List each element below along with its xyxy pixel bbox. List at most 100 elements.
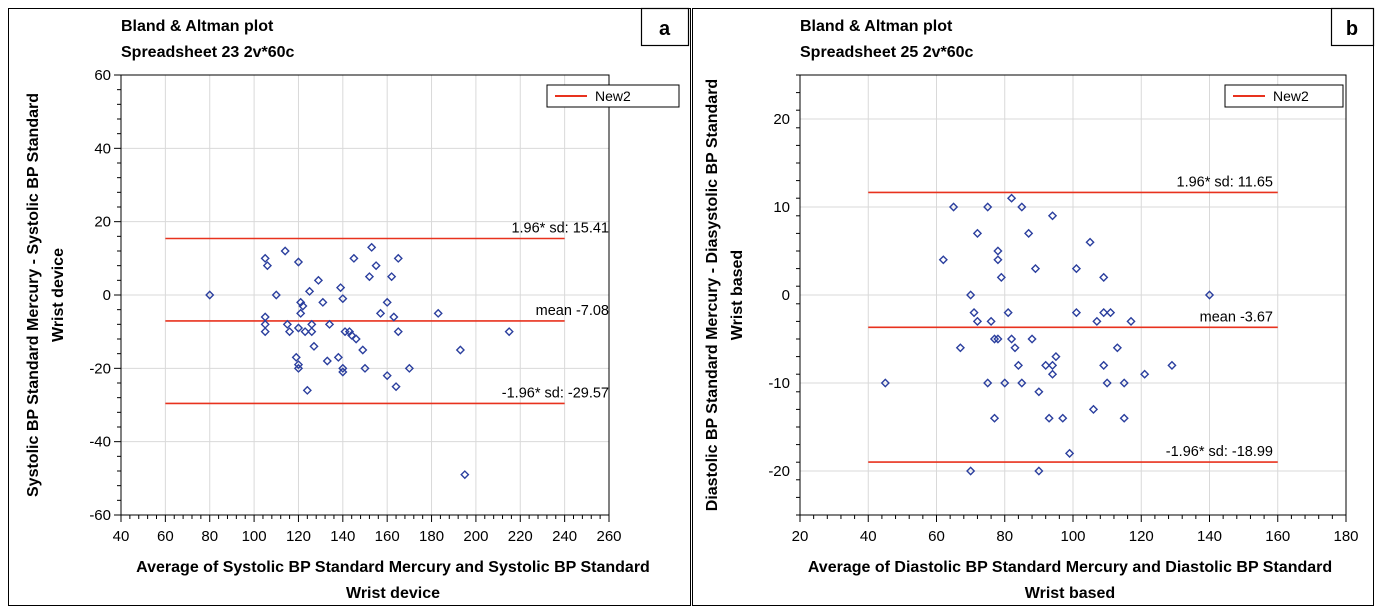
data-point — [338, 363, 348, 373]
data-point — [880, 378, 890, 388]
reference-line-label: mean -3.67 — [1200, 309, 1273, 325]
y-tick-label: 40 — [94, 140, 111, 157]
data-point — [307, 327, 317, 337]
data-point — [293, 257, 304, 267]
data-point — [324, 319, 335, 329]
data-point — [1003, 308, 1013, 318]
data-point — [382, 371, 392, 381]
x-tick-label: 140 — [330, 528, 355, 545]
y-tick-label: 20 — [94, 214, 111, 231]
reference-line-label: -1.96* sd: -18.99 — [1166, 444, 1273, 460]
data-point — [433, 308, 443, 318]
data-point — [1047, 360, 1058, 370]
x-tick-label: 60 — [157, 528, 174, 545]
data-point — [1140, 369, 1150, 379]
data-point — [1000, 378, 1010, 388]
data-point — [966, 290, 976, 300]
panel-letter: a — [659, 18, 671, 40]
data-point — [296, 308, 306, 318]
data-point — [1119, 413, 1129, 423]
y-tick-label: -10 — [768, 375, 790, 392]
data-point — [986, 316, 996, 326]
x-tick-label: 120 — [286, 528, 311, 545]
data-point — [1006, 334, 1017, 344]
data-point — [298, 301, 308, 311]
data-point — [1027, 334, 1037, 344]
data-point — [382, 297, 392, 307]
x-tick-label: 80 — [996, 528, 1013, 545]
data-point — [360, 363, 370, 373]
data-point — [309, 341, 319, 351]
x-axis-title-line: Average of Systolic BP Standard Mercury … — [136, 559, 650, 576]
data-point — [1017, 202, 1027, 212]
reference-line-label: 1.96* sd: 15.41 — [511, 220, 609, 236]
data-point — [391, 382, 401, 392]
x-tick-label: 200 — [463, 528, 488, 545]
legend-entry-label: New2 — [1273, 88, 1309, 104]
data-point — [1204, 290, 1215, 300]
x-tick-label: 160 — [375, 528, 400, 545]
data-point — [367, 242, 377, 252]
x-tick-label: 40 — [113, 528, 130, 545]
data-point — [205, 290, 215, 300]
data-point — [1071, 264, 1082, 274]
x-tick-label: 140 — [1197, 528, 1222, 545]
data-point — [1030, 264, 1041, 274]
data-point — [1034, 387, 1044, 397]
data-point — [1010, 343, 1020, 353]
legend-box — [1224, 84, 1344, 108]
x-axis-title-line: Average of Diastolic BP Standard Mercury… — [808, 559, 1332, 576]
data-point — [389, 312, 399, 322]
legend-entry-label: New2 — [595, 88, 631, 104]
data-point — [344, 327, 355, 337]
data-point — [938, 255, 948, 265]
y-tick-label: 0 — [103, 287, 111, 304]
x-axis-title-line: Wrist based — [1025, 585, 1115, 602]
reference-line-label: -1.96* sd: -29.57 — [502, 385, 609, 401]
chart-title-line: Spreadsheet 23 2v*60c — [121, 44, 295, 61]
y-tick-label: -60 — [89, 507, 111, 524]
data-point — [993, 334, 1003, 344]
data-point — [1126, 316, 1136, 326]
x-tick-label: 180 — [1333, 528, 1358, 545]
data-point — [1167, 360, 1177, 370]
data-point — [338, 294, 348, 304]
data-point — [371, 261, 381, 271]
data-point — [300, 327, 310, 337]
y-tick-label: -20 — [768, 463, 790, 480]
x-tick-label: 20 — [792, 528, 809, 545]
reference-line-label: mean -7.08 — [536, 303, 609, 319]
data-point — [1058, 413, 1068, 423]
data-point — [260, 253, 270, 263]
grid — [121, 75, 609, 515]
chart-title-line: Bland & Altman plot — [121, 18, 274, 35]
x-axis-title-line: Wrist device — [346, 585, 440, 602]
data-point — [404, 363, 414, 373]
panel-letter-box — [1330, 7, 1375, 47]
x-tick-label: 80 — [201, 528, 218, 545]
data-point — [966, 466, 976, 476]
data-point — [983, 378, 993, 388]
data-point — [293, 363, 304, 373]
data-points — [880, 193, 1215, 476]
x-tick-label: 100 — [242, 528, 267, 545]
data-point — [1047, 211, 1058, 221]
data-point — [336, 283, 346, 293]
data-point — [333, 352, 343, 362]
data-point — [948, 202, 959, 212]
data-point — [302, 385, 312, 395]
chart-title-line: Spreadsheet 25 2v*60c — [800, 44, 974, 61]
data-point — [358, 345, 368, 355]
x-tick-label: 160 — [1265, 528, 1290, 545]
data-point — [1024, 228, 1034, 238]
data-point — [364, 272, 375, 282]
chart-title-line: Bland & Altman plot — [800, 18, 953, 35]
panel-letter: b — [1346, 18, 1358, 40]
data-point — [280, 246, 290, 256]
data-points — [205, 242, 514, 480]
data-point — [1112, 343, 1122, 353]
data-point — [1088, 404, 1099, 414]
data-point — [291, 352, 301, 362]
data-point — [318, 297, 328, 307]
